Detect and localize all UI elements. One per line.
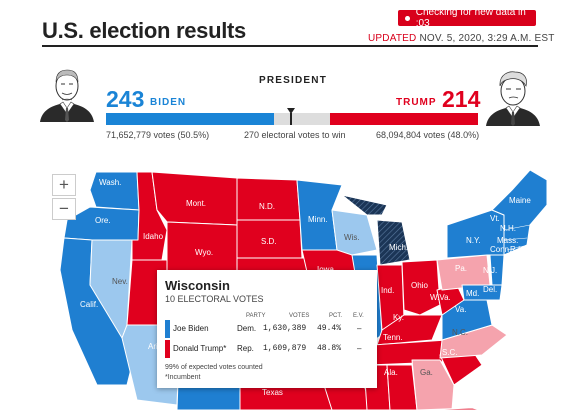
state-label: Texas bbox=[262, 388, 283, 397]
state-label: N.H. bbox=[500, 224, 516, 233]
state-label: S.D. bbox=[261, 237, 277, 246]
state-nd[interactable] bbox=[236, 177, 301, 221]
header-rule bbox=[42, 45, 538, 47]
tooltip-header-ev: E.V. bbox=[353, 313, 364, 319]
candidate-ev: – bbox=[357, 324, 362, 333]
state-label: W.Va. bbox=[430, 293, 451, 302]
state-label: N.J. bbox=[483, 266, 498, 275]
tooltip-candidate-row: Donald Trump* Rep. 1,609,879 48.8% – bbox=[165, 340, 369, 358]
state-label: Mass. bbox=[497, 236, 519, 245]
updated-label: UPDATED bbox=[368, 33, 417, 44]
state-label: Ga. bbox=[420, 368, 433, 377]
tooltip-candidate-row: Joe Biden Dem. 1,630,389 49.4% – bbox=[165, 320, 369, 338]
state-label: Mont. bbox=[186, 199, 207, 208]
state-mi[interactable] bbox=[341, 194, 411, 266]
page-title: U.S. election results bbox=[42, 18, 246, 43]
state-label: Mich. bbox=[389, 243, 409, 252]
biden-electoral-votes: 243 bbox=[106, 86, 145, 112]
trump-name: TRUMP bbox=[396, 97, 437, 108]
live-update-badge: Checking for new data in :03 bbox=[398, 7, 536, 29]
state-label: N.Y. bbox=[466, 236, 481, 245]
tooltip-incumbent-note: *Incumbent bbox=[165, 374, 201, 381]
trump-portrait-icon bbox=[486, 71, 540, 126]
state-label: Iowa bbox=[317, 265, 334, 274]
state-new-england[interactable] bbox=[491, 169, 548, 256]
candidate-color-swatch bbox=[165, 320, 170, 338]
votes-to-win: 270 electoral votes to win bbox=[244, 130, 346, 140]
state-label: Wash. bbox=[99, 178, 122, 187]
tooltip-header-votes: VOTES bbox=[289, 313, 310, 319]
win-threshold-line bbox=[290, 113, 292, 125]
state-result-tooltip: Wisconsin 10 ELECTORAL VOTES PARTY VOTES… bbox=[157, 270, 377, 388]
biden-bar-segment bbox=[106, 113, 275, 125]
tooltip-electoral-votes: 10 ELECTORAL VOTES bbox=[165, 294, 264, 304]
state-label: S.C. bbox=[442, 348, 458, 357]
candidate-votes: 1,630,389 bbox=[263, 324, 307, 333]
state-label: Wis. bbox=[344, 233, 360, 242]
state-ga[interactable] bbox=[411, 359, 455, 410]
state-label: Del. bbox=[483, 285, 498, 294]
zoom-in-button[interactable]: + bbox=[52, 174, 76, 196]
state-wi[interactable] bbox=[331, 209, 378, 256]
trump-electoral-votes: 214 bbox=[442, 86, 481, 112]
state-label: Idaho bbox=[143, 232, 164, 241]
state-label: Ari bbox=[148, 342, 158, 351]
updated-timestamp: UPDATED NOV. 5, 2020, 3:29 A.M. EST bbox=[368, 33, 555, 44]
state-label: Ohio bbox=[411, 281, 428, 290]
tooltip-expected-votes: 99% of expected votes counted bbox=[165, 364, 263, 371]
state-label: Wyo. bbox=[195, 248, 214, 257]
state-label: N.C. bbox=[452, 328, 468, 337]
state-label: Va. bbox=[455, 305, 467, 314]
state-label: Ala. bbox=[384, 368, 398, 377]
tooltip-state-name: Wisconsin bbox=[165, 278, 230, 293]
state-label: Ky. bbox=[393, 313, 404, 322]
state-label: Tenn. bbox=[383, 333, 403, 342]
state-al[interactable] bbox=[386, 364, 418, 410]
win-threshold-marker-icon bbox=[287, 108, 295, 114]
candidate-party: Rep. bbox=[237, 344, 254, 353]
candidate-name: Donald Trump* bbox=[173, 344, 227, 353]
race-label: PRESIDENT bbox=[258, 75, 328, 86]
state-label: Calif. bbox=[80, 300, 99, 309]
state-label: Conn. bbox=[490, 245, 512, 254]
state-label: Minn. bbox=[308, 215, 328, 224]
live-dot-icon bbox=[405, 15, 410, 21]
trump-popular-votes: 68,094,804 votes (48.0%) bbox=[376, 130, 480, 140]
zoom-out-button[interactable]: − bbox=[52, 198, 76, 220]
electoral-vote-bar bbox=[106, 113, 478, 125]
state-oh[interactable] bbox=[401, 259, 441, 316]
tooltip-header-pct: PCT. bbox=[329, 313, 343, 319]
state-label: Md. bbox=[466, 289, 480, 298]
state-label: Ind. bbox=[381, 286, 395, 295]
trump-bar-segment bbox=[330, 113, 478, 125]
candidate-color-swatch bbox=[165, 340, 170, 358]
state-label: Ore. bbox=[95, 216, 111, 225]
updated-time: NOV. 5, 2020, 3:29 A.M. EST bbox=[419, 33, 555, 44]
candidate-party: Dem. bbox=[237, 324, 257, 333]
state-label: R.I. bbox=[510, 245, 523, 254]
biden-portrait-icon bbox=[40, 69, 94, 122]
state-label: Nev. bbox=[112, 277, 128, 286]
biden-name: BIDEN bbox=[150, 97, 187, 108]
candidate-ev: – bbox=[357, 344, 362, 353]
live-update-text: Checking for new data in :03 bbox=[415, 7, 526, 29]
candidate-votes: 1,609,879 bbox=[263, 344, 307, 353]
candidate-pct: 49.4% bbox=[317, 324, 342, 333]
biden-popular-votes: 71,652,779 votes (50.5%) bbox=[106, 130, 210, 140]
state-label: Vt. bbox=[490, 214, 500, 223]
candidate-name: Joe Biden bbox=[173, 324, 209, 333]
state-label: Pa. bbox=[455, 264, 468, 273]
tooltip-header-party: PARTY bbox=[246, 313, 266, 319]
state-md-de[interactable] bbox=[461, 284, 503, 301]
state-label: N.D. bbox=[259, 202, 275, 211]
state-la[interactable] bbox=[323, 384, 373, 410]
candidate-pct: 48.8% bbox=[317, 344, 342, 353]
state-label: Maine bbox=[509, 196, 531, 205]
